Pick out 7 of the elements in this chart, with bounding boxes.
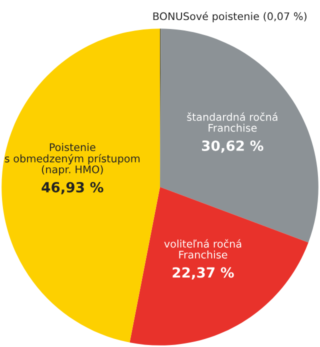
slice-label: štandardná ročná Franchise xyxy=(187,112,278,132)
data-label: 46,93 % xyxy=(42,182,104,194)
slice-label: Poistenie s obmedzeným prístupom (napr. HMO) xyxy=(4,143,140,176)
slice-label: BONUSové poistenie (0,07 %) xyxy=(153,12,306,22)
data-label: 22,37 % xyxy=(172,267,234,280)
data-label: 30,62 % xyxy=(202,140,264,153)
slice-label: voliteľná ročná Franchise xyxy=(164,239,242,259)
